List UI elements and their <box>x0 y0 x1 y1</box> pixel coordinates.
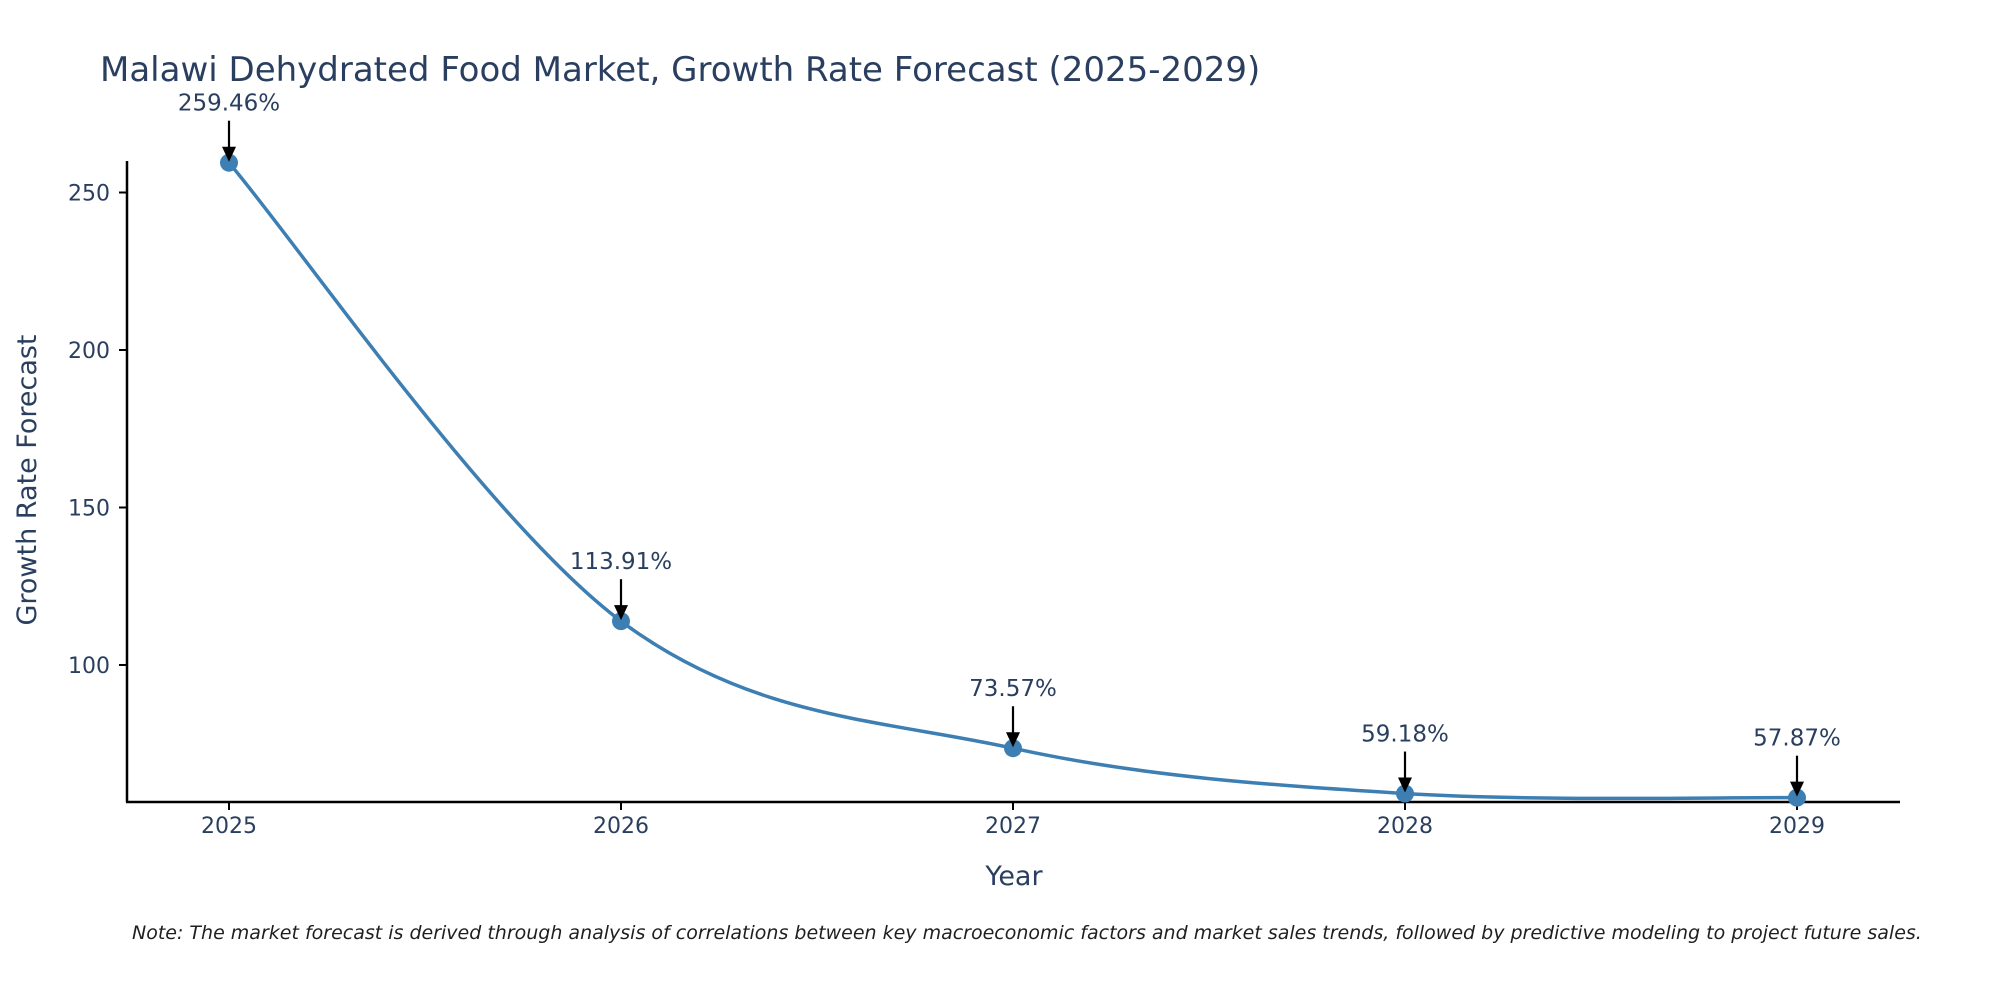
x-axis-title: Year <box>984 861 1043 892</box>
y-axis-title: Growth Rate Forecast <box>12 334 43 625</box>
annotation-arrow-head <box>1006 732 1020 748</box>
data-point-2027 <box>1004 739 1022 758</box>
data-point-2029 <box>1788 788 1806 807</box>
x-tick-label: 2027 <box>985 814 1041 839</box>
series-markers <box>220 153 1806 807</box>
data-label-2028: 59.18% <box>1361 722 1449 748</box>
x-axis-ticks: 2025 2026 2027 2028 2029 <box>201 802 1825 839</box>
data-point-2028 <box>1396 784 1414 803</box>
data-point-2025 <box>220 153 238 172</box>
data-label-2027: 73.57% <box>969 676 1057 702</box>
data-label-2029: 57.87% <box>1753 726 1841 752</box>
annotation-arrow-head <box>1790 781 1804 797</box>
y-tick-label: 200 <box>68 339 110 364</box>
data-annotations: 259.46% 113.91% 73.57% 59.18% 57.87% <box>178 91 1841 797</box>
data-label-2026: 113.91% <box>570 549 672 575</box>
annotation-arrow-head <box>222 146 236 162</box>
data-point-2026 <box>612 612 630 631</box>
y-axis-ticks: 100 150 200 250 <box>68 181 127 679</box>
y-tick-label: 150 <box>68 496 110 521</box>
x-tick-label: 2028 <box>1377 814 1433 839</box>
data-label-2025: 259.46% <box>178 91 280 117</box>
y-tick-label: 100 <box>68 654 110 679</box>
footnote: Note: The market forecast is derived thr… <box>132 922 1922 944</box>
chart-title: Malawi Dehydrated Food Market, Growth Ra… <box>100 50 1260 90</box>
x-tick-label: 2029 <box>1769 814 1825 839</box>
plot-area: 100 150 200 250 2025 2026 2027 2028 2029 259.46… <box>68 91 1900 839</box>
x-tick-label: 2026 <box>593 814 649 839</box>
annotation-arrow-head <box>1398 777 1412 793</box>
y-tick-label: 250 <box>68 181 110 206</box>
annotation-arrow-head <box>614 605 628 621</box>
x-tick-label: 2025 <box>201 814 257 839</box>
series-line <box>227 161 1798 801</box>
